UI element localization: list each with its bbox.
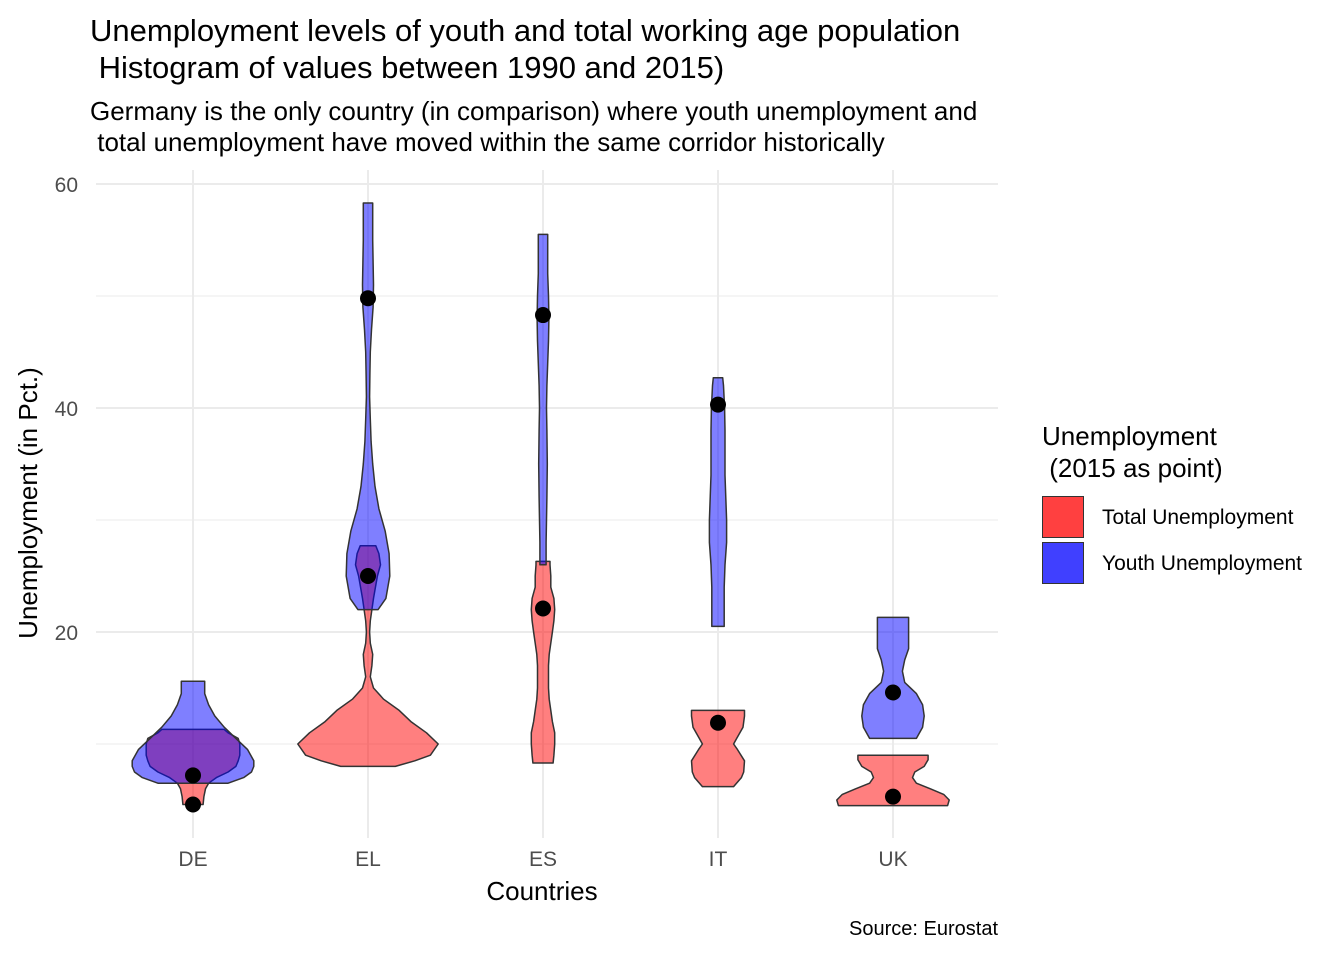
violin-total-es (530, 560, 556, 764)
point-2015-youth-el (360, 290, 376, 307)
points-2015 (185, 290, 901, 813)
x-tick-label: IT (709, 848, 728, 871)
legend-label-youth: Youth Unemployment (1102, 552, 1303, 575)
violin-youth-el (345, 202, 391, 611)
point-2015-youth-es (535, 307, 551, 324)
point-2015-total-uk (885, 788, 901, 805)
point-2015-total-it (710, 714, 726, 731)
point-2015-youth-uk (885, 684, 901, 701)
violin-total-uk (836, 754, 950, 807)
point-2015-youth-it (710, 396, 726, 413)
violins (131, 202, 950, 807)
legend-key-total (1042, 496, 1084, 538)
point-2015-total-de (185, 796, 201, 813)
chart-caption: Source: Eurostat (849, 918, 998, 940)
violin-youth-uk (861, 616, 925, 740)
legend-item-youth: Youth Unemployment (1042, 542, 1332, 588)
legend-label-total: Total Unemployment (1102, 506, 1294, 529)
y-tick-labels: 20 40 60 (55, 174, 78, 645)
y-tick-label: 60 (55, 174, 78, 197)
x-tick-label: EL (355, 848, 381, 871)
chart-title: Unemployment levels of youth and total w… (90, 13, 961, 85)
x-tick-label: UK (878, 848, 907, 871)
violin-youth-de (131, 680, 255, 784)
chart-subtitle: Germany is the only country (in comparis… (90, 96, 978, 157)
x-axis-label: Countries (486, 876, 597, 906)
violin-total-it (690, 709, 746, 788)
legend-key-youth (1042, 542, 1084, 584)
legend-title: Unemployment (2015 as point) (1042, 421, 1223, 483)
y-tick-label: 40 (55, 398, 78, 421)
y-axis-label: Unemployment (in Pct.) (13, 367, 43, 639)
x-tick-labels: DE EL ES IT UK (178, 848, 907, 871)
legend: Unemployment (2015 as point) Total Unemp… (1042, 420, 1302, 584)
point-2015-total-el (360, 568, 376, 584)
point-2015-youth-de (185, 767, 201, 784)
x-tick-label: DE (178, 848, 207, 871)
violin-youth-it (708, 377, 728, 628)
y-tick-label: 20 (55, 622, 78, 645)
x-tick-label: ES (529, 848, 557, 871)
point-2015-total-es (535, 600, 551, 617)
violin-youth-es (536, 233, 550, 566)
legend-item-total: Total Unemployment (1042, 496, 1332, 542)
